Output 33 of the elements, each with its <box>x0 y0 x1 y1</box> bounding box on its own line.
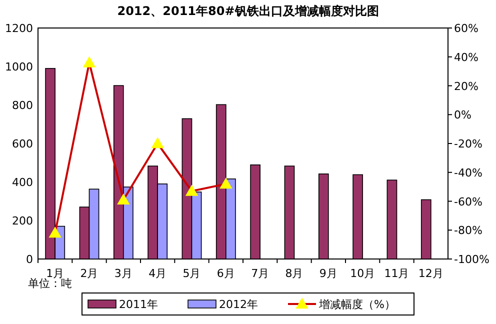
y2-tick-label: -60% <box>454 195 482 208</box>
y-tick-label: 1000 <box>5 60 33 74</box>
x-tick-label: 10月 <box>350 267 376 280</box>
y2-tick-label: -40% <box>454 166 482 180</box>
y2-tick-label: -80% <box>454 224 482 238</box>
y2-tick-label: -100% <box>454 253 490 266</box>
legend-label: 增减幅度（%） <box>318 298 396 311</box>
y-tick-label: 1200 <box>5 22 33 35</box>
y2-tick-label: 60% <box>454 22 478 35</box>
y2-tick-label: 0% <box>454 108 472 122</box>
x-tick-label: 4月 <box>148 267 167 280</box>
y2-tick-label: -20% <box>454 138 482 150</box>
legend-label: 2011年 <box>119 298 158 311</box>
y-tick-label: 600 <box>12 138 33 150</box>
x-tick-label: 12月 <box>418 267 444 280</box>
x-tick-label: 9月 <box>319 267 338 280</box>
x-tick-label: 1月 <box>46 267 64 280</box>
y-tick-label: 200 <box>12 214 33 228</box>
chart-title: 2012、2011年80#钒铁出口及增减幅度对比图 <box>117 4 379 18</box>
text: 单位：吨 <box>28 277 72 290</box>
x-tick-label: 3月 <box>114 267 132 280</box>
x-tick-label: 5月 <box>182 267 201 280</box>
x-tick-label: 7月 <box>251 267 270 280</box>
x-tick-label: 11月 <box>384 267 410 280</box>
y2-tick-label: 20% <box>454 80 478 93</box>
y-tick-label: 800 <box>12 99 33 112</box>
legend-label: 2012年 <box>219 298 258 311</box>
y-tick-label: 400 <box>12 176 33 189</box>
x-tick-label: 2月 <box>80 267 98 280</box>
x-tick-label: 8月 <box>285 267 304 280</box>
y2-tick-label: 40% <box>454 50 478 64</box>
x-tick-label: 6月 <box>216 267 235 280</box>
y-tick-label: 0 <box>26 253 33 266</box>
